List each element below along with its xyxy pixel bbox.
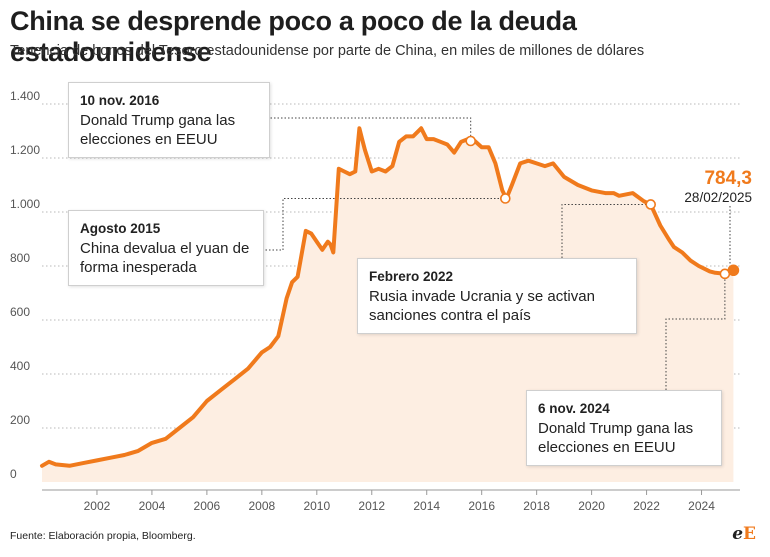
y-tick-label: 400 [10,359,30,373]
event-marker [500,193,511,204]
x-tick-label: 2002 [84,499,111,513]
annotation-text: China devalua el yuan de forma inesperad… [80,240,250,276]
x-axis-tick-labels: 2002 2004 2006 2008 2010 2012 2014 2016 2018 2020… [84,490,715,513]
last-value-label: 784,3 [704,168,752,189]
x-tick-label: 2020 [578,499,605,513]
annotation-connectors [246,117,731,390]
y-tick-label: 800 [10,251,30,265]
x-tick-label: 2018 [523,499,550,513]
y-axis-tick-labels: 0 200 400 600 800 1.000 1.200 1.400 [10,89,40,481]
chart-subtitle: Tenencia de bonos del Tesoro estadounide… [10,43,645,59]
x-tick-label: 2008 [248,499,275,513]
annotation-text: Rusia invade Ucrania y se activan sancio… [369,288,595,324]
publisher-logo: eE [732,524,756,544]
x-tick-label: 2016 [468,499,495,513]
series-line [40,126,736,468]
x-tick-label: 2024 [688,499,715,513]
annotation-russia-2022: Febrero 2022 Rusia invade Ucrania y se a… [357,258,637,334]
chart-title: China se desprende poco a poco de la deu… [10,6,577,67]
x-tick-label: 2006 [194,499,221,513]
x-tick-label: 2022 [633,499,660,513]
annotation-date: 10 nov. 2016 [80,93,160,108]
connector-russia-2022 [561,203,651,258]
last-date-label: 28/02/2025 [684,190,752,205]
last-point-marker [727,264,740,277]
y-tick-label: 1.400 [10,89,40,103]
x-tick-label: 2010 [303,499,330,513]
event-marker [645,199,656,210]
y-tick-label: 600 [10,305,30,319]
y-tick-label: 1.000 [10,197,40,211]
connector-trump-2016 [246,117,472,141]
annotation-text: Donald Trump gana las elecciones en EEUU [80,112,236,148]
annotation-date: Febrero 2022 [369,269,454,284]
y-tick-label: 200 [10,413,30,427]
y-tick-label: 0 [10,467,17,481]
connector-trump-2024 [665,273,726,390]
annotation-trump-2016: 10 nov. 2016 Donald Trump gana las elecc… [68,82,270,158]
annotation-date: 6 nov. 2024 [538,401,610,416]
event-markers [465,135,740,280]
y-tick-label: 1.200 [10,143,40,157]
annotation-date: Agosto 2015 [80,221,161,236]
annotation-text: Donald Trump gana las elecciones en EEUU [538,420,694,456]
x-tick-label: 2012 [358,499,385,513]
annotation-devaluation-2015: Agosto 2015 China devalua el yuan de for… [68,210,264,286]
event-marker [465,135,476,147]
annotation-trump-2024: 6 nov. 2024 Donald Trump gana las elecci… [526,390,722,466]
source-note: Fuente: Elaboración propia, Bloomberg. [10,530,196,542]
x-tick-label: 2014 [413,499,440,513]
connector-devaluation-2015 [262,198,506,251]
x-tick-label: 2004 [139,499,166,513]
